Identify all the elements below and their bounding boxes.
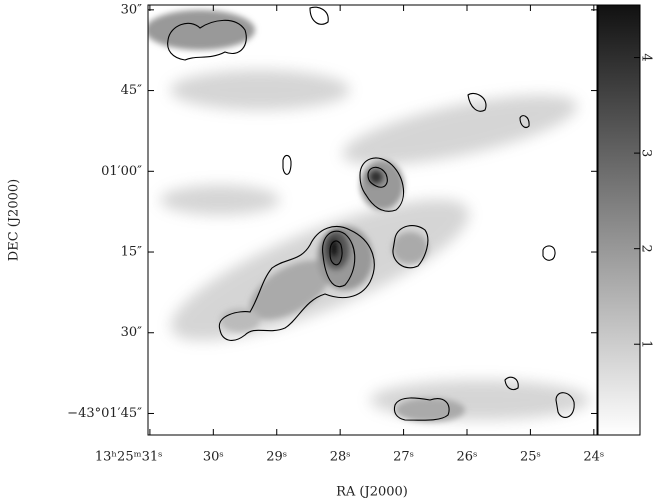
x-tick-label: 28ˢ [330, 450, 351, 465]
intensity-map [148, 6, 590, 422]
x-axis-label: RA (J2000) [336, 485, 408, 500]
colorbar-tick-label: 3 [639, 149, 654, 157]
y-tick-label: 15″ [121, 245, 143, 260]
y-tick-label: 30″ [121, 2, 143, 17]
x-tick-label: 24ˢ [583, 450, 604, 465]
colorbar [597, 4, 641, 436]
x-tick-label: 29ˢ [266, 450, 287, 465]
x-tick-label: 27ˢ [393, 450, 414, 465]
x-tick-label: 25ˢ [520, 450, 541, 465]
colorbar-tick-label: 4 [639, 53, 654, 61]
y-tick-label: 01′00″ [101, 164, 142, 179]
x-tick-label: 30ˢ [203, 450, 224, 465]
colorbar-tick-label: 1 [639, 340, 654, 348]
plot-frame [147, 4, 598, 436]
colorbar-tick-label: 2 [639, 245, 654, 253]
y-tick-label: 30″ [121, 325, 143, 340]
y-tick-label: 45″ [121, 83, 143, 98]
y-axis-label: DEC (J2000) [7, 179, 22, 261]
x-tick-label: 13ʰ25ᵐ31ˢ [95, 450, 163, 465]
y-tick-label: −43°01′45″ [67, 406, 142, 421]
x-tick-label: 26ˢ [457, 450, 478, 465]
